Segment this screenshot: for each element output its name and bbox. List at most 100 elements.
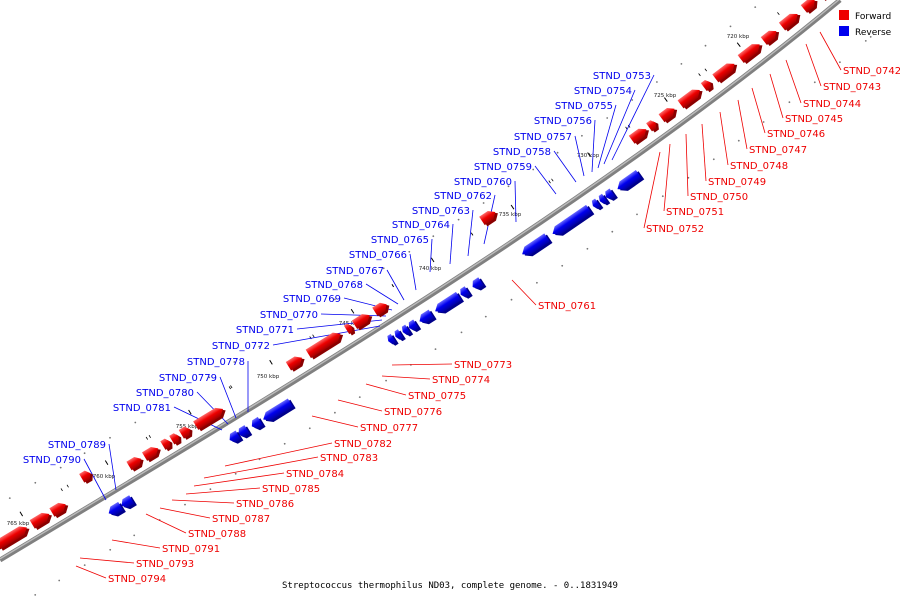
gene-arrow-body xyxy=(229,430,241,443)
bp-dot xyxy=(460,331,463,334)
gene-label[interactable]: STND_0756 xyxy=(534,116,592,127)
gene-label[interactable]: STND_0751 xyxy=(666,207,724,218)
gene-label[interactable]: STND_0755 xyxy=(555,101,613,112)
gene-label[interactable]: STND_0757 xyxy=(514,132,572,143)
leader-line xyxy=(83,458,107,501)
forward-gene-arrow xyxy=(677,89,703,110)
gene-label[interactable]: STND_0787 xyxy=(212,514,270,525)
gene-arrow-body xyxy=(401,324,411,336)
gene-label[interactable]: STND_0761 xyxy=(538,301,596,312)
gene-label[interactable]: STND_0780 xyxy=(136,388,194,399)
gene-label[interactable]: STND_0782 xyxy=(334,439,392,450)
gene-label[interactable]: STND_0793 xyxy=(136,559,194,570)
gene-arrow-body xyxy=(29,512,50,529)
gene-arrow-body xyxy=(760,30,777,45)
gene-label[interactable]: STND_0776 xyxy=(384,407,442,418)
gene-label[interactable]: STND_0763 xyxy=(412,206,470,217)
gene-arrow-body xyxy=(351,314,370,330)
gene-label[interactable]: STND_0770 xyxy=(260,310,318,321)
gene-label[interactable]: STND_0760 xyxy=(454,177,512,188)
gene-label[interactable]: STND_0749 xyxy=(708,177,766,188)
gene-label[interactable]: STND_0758 xyxy=(493,147,551,158)
gene-label[interactable]: STND_0747 xyxy=(749,145,807,156)
gene-label[interactable]: STND_0777 xyxy=(360,423,418,434)
gene-label[interactable]: STND_0775 xyxy=(408,391,466,402)
leader-line xyxy=(511,279,537,306)
gene-label[interactable]: STND_0783 xyxy=(320,453,378,464)
gene-label[interactable]: STND_0781 xyxy=(113,403,171,414)
gene-label[interactable]: STND_0773 xyxy=(454,360,512,371)
bp-dot xyxy=(561,264,564,267)
gene-label[interactable]: STND_0769 xyxy=(283,294,341,305)
legend-swatch xyxy=(839,10,849,20)
gene-label[interactable]: STND_0791 xyxy=(162,544,220,555)
gene-label[interactable]: STND_0766 xyxy=(349,250,407,261)
leader-line xyxy=(769,73,784,119)
bp-dot xyxy=(308,427,311,430)
gene-arrow-body xyxy=(677,89,700,109)
genome-backbone xyxy=(0,0,842,563)
minor-tick-mark xyxy=(312,334,315,338)
gene-label[interactable]: STND_0779 xyxy=(159,373,217,384)
gene-label[interactable]: STND_0745 xyxy=(785,114,843,125)
gene-label[interactable]: STND_0746 xyxy=(767,129,825,140)
gene-label[interactable]: STND_0765 xyxy=(371,235,429,246)
tick-label: 765 kbp xyxy=(7,521,30,527)
gene-label[interactable]: STND_0743 xyxy=(823,82,881,93)
gene-label[interactable]: STND_0744 xyxy=(803,99,861,110)
gene-label[interactable]: STND_0742 xyxy=(843,66,900,77)
leader-line xyxy=(337,399,383,412)
forward-gene-arrow xyxy=(479,211,498,227)
gene-label[interactable]: STND_0789 xyxy=(48,440,106,451)
gene-label[interactable]: STND_0767 xyxy=(326,266,384,277)
bp-dot xyxy=(656,81,658,83)
bp-dot xyxy=(556,151,559,154)
bp-dot xyxy=(283,442,286,445)
gene-label[interactable]: STND_0759 xyxy=(474,162,532,173)
gene-arrow-body xyxy=(700,79,711,92)
gene-arrow-body xyxy=(108,501,124,516)
gene-label[interactable]: STND_0771 xyxy=(236,325,294,336)
gene-label[interactable]: STND_0754 xyxy=(574,86,632,97)
gene-label[interactable]: STND_0785 xyxy=(262,484,320,495)
forward-gene-arrow xyxy=(343,323,356,336)
leader-line xyxy=(75,565,107,579)
bp-dot xyxy=(754,6,757,8)
leader-line xyxy=(553,150,577,183)
gene-label[interactable]: STND_0794 xyxy=(108,574,166,585)
bp-dot xyxy=(258,345,261,348)
gene-arrow-body xyxy=(419,309,434,323)
bp-dot xyxy=(839,61,841,64)
gene-arrow-body xyxy=(263,398,294,421)
gene-label[interactable]: STND_0752 xyxy=(646,224,704,235)
forward-gene-arrow xyxy=(372,302,390,318)
leader-line xyxy=(785,59,802,104)
bp-dot xyxy=(729,25,732,28)
gene-label[interactable]: STND_0778 xyxy=(187,357,245,368)
gene-label[interactable]: STND_0788 xyxy=(188,529,246,540)
gene-label[interactable]: STND_0768 xyxy=(305,280,363,291)
forward-gene-arrow xyxy=(760,30,780,47)
gene-label[interactable]: STND_0748 xyxy=(730,161,788,172)
gene-label[interactable]: STND_0784 xyxy=(286,469,344,480)
bp-dot xyxy=(434,348,437,350)
bp-dot xyxy=(59,466,62,469)
gene-label[interactable]: STND_0790 xyxy=(23,455,81,466)
gene-label[interactable]: STND_0786 xyxy=(236,499,294,510)
leader-line xyxy=(643,151,661,229)
gene-label[interactable]: STND_0750 xyxy=(690,192,748,203)
leader-line xyxy=(391,363,453,366)
gene-label[interactable]: STND_0753 xyxy=(593,71,651,82)
tick-mark xyxy=(736,42,741,48)
tick-label: 755 kbp xyxy=(176,424,199,430)
tick-label: 750 kbp xyxy=(257,374,280,380)
gene-arrow-body xyxy=(598,193,608,205)
legend: Forward Reverse xyxy=(839,10,892,38)
reverse-gene-arrow xyxy=(605,188,618,201)
gene-label[interactable]: STND_0762 xyxy=(434,191,492,202)
gene-label[interactable]: STND_0774 xyxy=(432,375,490,386)
gene-label[interactable]: STND_0772 xyxy=(212,341,270,352)
gene-label[interactable]: STND_0764 xyxy=(392,220,450,231)
bp-dot xyxy=(133,534,136,537)
forward-gene-arrow xyxy=(816,0,834,1)
